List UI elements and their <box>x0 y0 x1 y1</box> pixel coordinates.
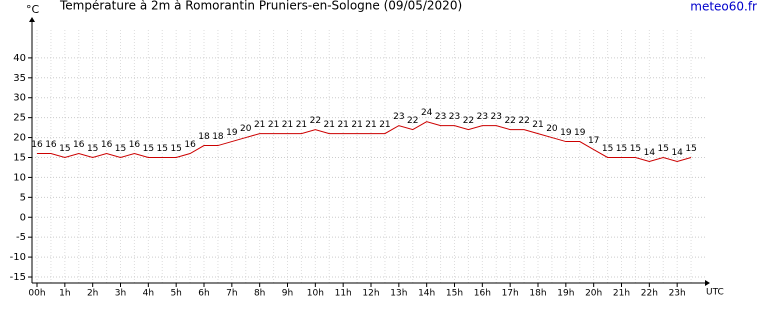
y-axis-arrow <box>29 17 35 22</box>
x-tick-label: 22h <box>641 289 658 299</box>
x-tick-label: 2h <box>87 289 98 299</box>
y-unit: °C <box>26 3 40 16</box>
x-tick-label: 20h <box>585 289 602 299</box>
data-label: 21 <box>365 120 376 130</box>
y-tick-label: 30 <box>13 93 26 104</box>
y-tick-label: 10 <box>13 172 26 183</box>
x-tick-label: 16h <box>474 289 491 299</box>
data-label: 15 <box>157 144 168 154</box>
data-label: 18 <box>198 132 210 142</box>
data-label: 16 <box>184 140 196 150</box>
x-tick-label: 21h <box>613 289 630 299</box>
data-label: 16 <box>73 140 85 150</box>
data-label: 20 <box>546 124 558 134</box>
data-label: 16 <box>101 140 113 150</box>
data-label: 23 <box>491 112 502 122</box>
data-label: 21 <box>282 120 293 130</box>
data-label: 15 <box>143 144 154 154</box>
data-label: 15 <box>602 144 613 154</box>
data-label: 22 <box>518 116 529 126</box>
data-label: 15 <box>630 144 641 154</box>
data-label: 21 <box>254 120 265 130</box>
data-label: 22 <box>504 116 515 126</box>
data-label: 20 <box>240 124 252 134</box>
x-tick-label: 18h <box>529 289 546 299</box>
source-link[interactable]: meteo60.fr <box>690 0 757 14</box>
y-tick-label: 15 <box>13 152 26 163</box>
data-label: 15 <box>658 144 669 154</box>
data-label: 19 <box>560 128 572 138</box>
data-label: 15 <box>170 144 181 154</box>
y-tick-label: -5 <box>16 232 26 243</box>
x-tick-label: 3h <box>115 289 126 299</box>
x-tick-label: 6h <box>198 289 209 299</box>
x-tick-label: 5h <box>170 289 181 299</box>
x-tick-label: 4h <box>143 289 154 299</box>
y-tick-label: 20 <box>13 133 26 144</box>
x-tick-label: 17h <box>502 289 519 299</box>
data-label: 14 <box>671 148 683 158</box>
x-tick-label: 1h <box>59 289 70 299</box>
data-label: 16 <box>129 140 141 150</box>
x-tick-label: 11h <box>335 289 352 299</box>
y-tick-label: -10 <box>10 252 26 263</box>
x-tick-label: 15h <box>446 289 463 299</box>
x-tick-label: 19h <box>557 289 574 299</box>
x-tick-label: 00h <box>28 289 45 299</box>
data-label: 22 <box>407 116 418 126</box>
x-tick-label: 14h <box>418 289 435 299</box>
data-label: 15 <box>685 144 696 154</box>
data-label: 18 <box>212 132 224 142</box>
x-tick-label: 13h <box>390 289 407 299</box>
data-label: 21 <box>296 120 307 130</box>
data-label: 24 <box>421 108 433 118</box>
data-label: 21 <box>324 120 335 130</box>
data-label: 19 <box>574 128 586 138</box>
chart-title: Température à 2m à Romorantin Pruniers-e… <box>59 0 462 13</box>
data-label: 16 <box>45 140 57 150</box>
x-axis-label: UTC <box>706 288 724 298</box>
line-series <box>37 121 692 163</box>
data-label: 23 <box>435 112 446 122</box>
x-tick-label: 12h <box>362 289 379 299</box>
data-label: 14 <box>644 148 656 158</box>
x-tick-label: 23h <box>669 289 686 299</box>
y-tick-label: 25 <box>13 113 26 124</box>
data-label: 15 <box>87 144 98 154</box>
x-axis-arrow <box>705 280 710 286</box>
data-label: 21 <box>351 120 362 130</box>
y-tick-label: 0 <box>20 212 26 223</box>
data-label: 21 <box>268 120 279 130</box>
data-label: 21 <box>532 120 543 130</box>
x-tick-label: 10h <box>307 289 324 299</box>
data-label: 17 <box>588 136 599 146</box>
y-tick-label: 40 <box>13 53 26 64</box>
x-tick-label: 8h <box>254 289 265 299</box>
data-label: 16 <box>31 140 43 150</box>
data-label: 15 <box>59 144 70 154</box>
data-label: 22 <box>463 116 474 126</box>
data-label: 23 <box>393 112 404 122</box>
data-label: 15 <box>115 144 126 154</box>
data-label: 19 <box>226 128 238 138</box>
x-tick-label: 9h <box>282 289 293 299</box>
data-label: 21 <box>337 120 348 130</box>
y-tick-label: -15 <box>10 272 26 283</box>
data-label: 21 <box>379 120 390 130</box>
y-tick-label: 35 <box>13 73 26 84</box>
data-label: 15 <box>616 144 627 154</box>
data-label: 23 <box>477 112 488 122</box>
y-tick-label: 5 <box>20 192 26 203</box>
x-tick-label: 7h <box>226 289 237 299</box>
data-label: 23 <box>449 112 460 122</box>
data-label: 22 <box>310 116 321 126</box>
